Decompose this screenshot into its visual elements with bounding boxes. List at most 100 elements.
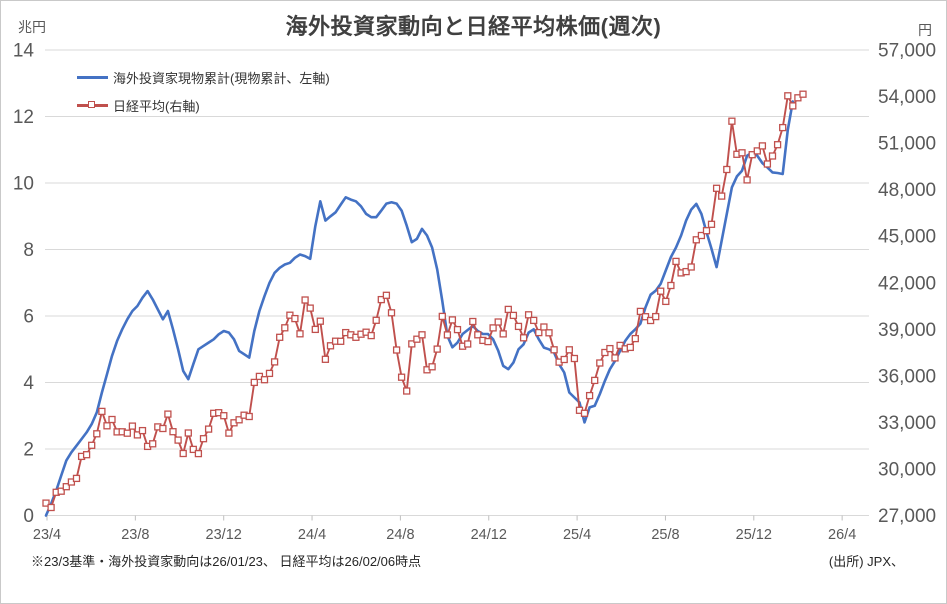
right-axis-label: 42,000 — [878, 273, 936, 294]
nikkei-data-marker — [514, 322, 523, 331]
nikkei-data-marker — [702, 227, 711, 235]
left-axis-label: 4 — [23, 373, 34, 394]
right-axis-unit-label: 円 — [918, 22, 932, 38]
nikkei-data-marker — [276, 333, 284, 341]
x-axis-label: 25/12 — [736, 527, 772, 543]
nikkei-data-marker — [169, 428, 177, 436]
nikkei-data-marker — [103, 422, 111, 430]
nikkei-data-marker — [550, 346, 558, 354]
nikkei-data-marker — [565, 346, 573, 354]
nikkei-data-marker — [367, 331, 375, 340]
nikkei-data-marker — [291, 314, 299, 323]
nikkei-data-marker — [494, 318, 502, 326]
nikkei-data-marker — [799, 90, 807, 98]
nikkei-data-marker — [42, 499, 50, 507]
x-axis-label: 24/12 — [471, 527, 507, 543]
nikkei-data-marker — [753, 147, 761, 155]
nikkei-data-marker — [530, 316, 538, 325]
right-axis-label: 30,000 — [878, 459, 936, 480]
nikkei-data-marker — [723, 165, 731, 174]
nikkei-data-marker — [489, 324, 497, 332]
nikkei-data-marker — [270, 358, 279, 366]
nikkei-data-marker — [682, 267, 690, 276]
nikkei-data-marker — [667, 281, 675, 290]
nikkei-data-marker — [519, 334, 528, 342]
nikkei-data-marker — [199, 435, 208, 443]
nikkei-data-marker — [448, 316, 457, 324]
nikkei-data-marker — [535, 328, 543, 337]
left-axis-label: 6 — [23, 307, 34, 328]
legend-label-foreign-investors: 海外投資家現物累計(現物累計、左軸) — [113, 70, 330, 86]
legend-label-nikkei: 日経平均(右軸) — [113, 98, 200, 114]
nikkei-data-marker — [540, 323, 548, 331]
nikkei-data-marker — [499, 330, 507, 338]
nikkei-data-marker — [768, 152, 777, 160]
left-axis-unit-label: 兆円 — [18, 19, 46, 35]
nikkei-data-marker — [204, 425, 213, 433]
right-axis-label: 45,000 — [878, 227, 936, 248]
nikkei-data-marker — [438, 312, 446, 321]
nikkei-data-marker — [189, 445, 197, 454]
nikkei-data-marker — [453, 325, 462, 334]
nikkei-data-marker — [108, 415, 116, 424]
nikkei-data-marker — [560, 355, 568, 364]
nikkei-data-marker — [662, 297, 670, 306]
nikkei-data-marker — [98, 407, 106, 416]
nikkei-data-marker — [779, 123, 787, 132]
right-axis-label: 39,000 — [878, 320, 936, 341]
left-axis-label: 12 — [13, 107, 34, 128]
nikkei-data-marker — [743, 176, 751, 184]
nikkei-data-marker — [72, 474, 81, 483]
nikkei-data-marker — [646, 316, 655, 325]
nikkei-data-marker — [62, 483, 70, 491]
nikkei-data-marker — [672, 257, 680, 266]
right-axis-label: 54,000 — [878, 87, 936, 108]
nikkei-data-marker — [128, 422, 137, 430]
right-axis-label: 36,000 — [878, 366, 936, 387]
nikkei-data-marker — [82, 451, 91, 459]
nikkei-data-marker — [636, 307, 645, 316]
foreign-investors-series-line — [44, 100, 795, 517]
nikkei-data-marker — [377, 295, 385, 304]
nikkei-data-marker — [194, 449, 203, 458]
nikkei-data-marker — [57, 487, 65, 495]
nikkei-data-marker — [631, 334, 639, 343]
nikkei-data-marker — [138, 426, 147, 435]
x-axis-label: 24/4 — [298, 527, 326, 543]
nikkei-data-marker — [174, 436, 182, 444]
nikkei-data-marker — [474, 331, 482, 339]
legend-item-foreign-investors: 海外投資家現物累計(現物累計、左軸) — [77, 63, 330, 91]
nikkei-data-marker — [392, 346, 401, 354]
left-axis-label: 0 — [23, 506, 34, 527]
right-axis-label: 33,000 — [878, 413, 936, 434]
nikkei-data-marker — [47, 503, 55, 512]
nikkei-data-marker — [784, 92, 792, 100]
nikkei-data-marker — [301, 296, 309, 304]
legend: 海外投資家現物累計(現物累計、左軸) 日経平均(右軸) — [77, 63, 330, 119]
nikkei-data-marker — [93, 430, 101, 438]
nikkei-data-marker — [265, 369, 274, 378]
nikkei-data-marker — [296, 330, 304, 338]
nikkei-data-marker — [123, 429, 131, 437]
chart-title: 海外投資家動向と日経平均株価(週次) — [285, 14, 662, 39]
nikkei-data-marker — [687, 263, 695, 271]
nikkei-data-marker — [433, 345, 441, 353]
nikkei-data-marker — [159, 424, 167, 433]
nikkei-data-marker — [225, 429, 233, 437]
nikkei-data-marker — [326, 342, 335, 350]
nikkei-data-marker — [235, 416, 243, 424]
nikkei-data-marker — [133, 431, 142, 439]
nikkei-data-marker — [464, 340, 472, 348]
source-note: (出所) JPX、 — [828, 554, 904, 569]
left-axis-label: 2 — [23, 440, 34, 461]
nikkei-data-marker — [738, 149, 746, 157]
nikkei-data-marker — [408, 340, 416, 348]
nikkei-data-marker — [763, 160, 772, 168]
left-axis-label: 8 — [23, 240, 34, 261]
nikkei-data-marker — [773, 141, 782, 149]
nikkei-data-marker — [591, 376, 599, 385]
footnote: ※23/3基準・海外投資家動向は26/01/23、 日経平均は26/02/06時… — [31, 554, 422, 569]
x-axis-label: 26/4 — [828, 527, 856, 543]
nikkei-data-marker — [220, 412, 228, 420]
